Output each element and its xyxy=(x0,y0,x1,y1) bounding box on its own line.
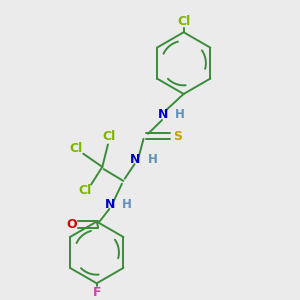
Text: H: H xyxy=(148,153,158,167)
Text: Cl: Cl xyxy=(79,184,92,197)
Text: Cl: Cl xyxy=(177,14,190,28)
Text: N: N xyxy=(130,153,140,167)
Text: H: H xyxy=(175,109,185,122)
Text: H: H xyxy=(122,198,132,211)
Text: S: S xyxy=(174,130,183,142)
Text: Cl: Cl xyxy=(103,130,116,142)
Text: N: N xyxy=(158,109,168,122)
Text: N: N xyxy=(105,198,115,211)
Text: Cl: Cl xyxy=(69,142,82,154)
Text: F: F xyxy=(92,286,101,299)
Text: O: O xyxy=(66,218,77,231)
